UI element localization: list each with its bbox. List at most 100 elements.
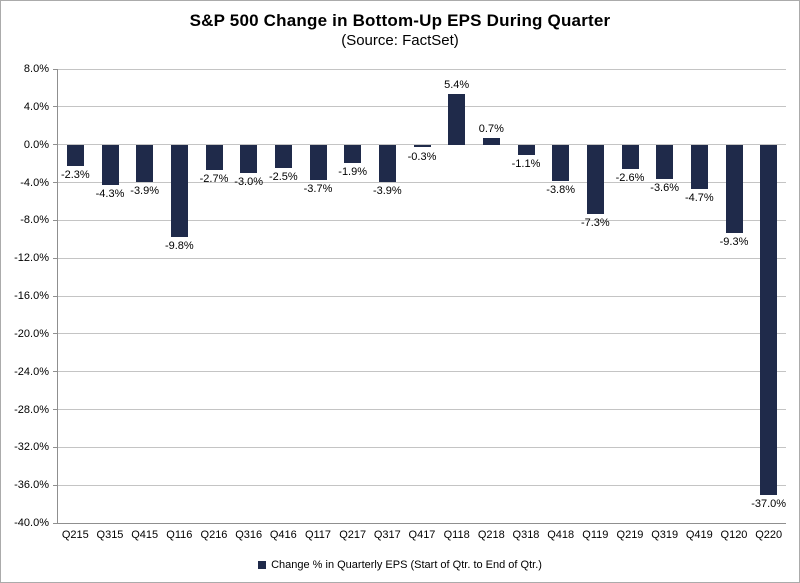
x-tick-label: Q316 (235, 529, 263, 541)
gridline (58, 182, 786, 183)
x-tick-label: Q118 (443, 529, 470, 541)
y-tick-label: -28.0% (14, 403, 49, 416)
bar-Q319 (656, 144, 674, 179)
bar-Q220 (760, 144, 778, 495)
bar-value-label: -37.0% (751, 497, 787, 510)
gridline (58, 106, 786, 108)
y-tick-mark (53, 257, 58, 259)
bar-value-label: -3.0% (234, 176, 264, 189)
y-tick-label: 0.0% (23, 138, 49, 151)
gridline (58, 484, 786, 486)
bar-Q218 (482, 138, 500, 145)
y-tick-mark (53, 522, 58, 524)
plot-area: 8.0% 4.0% 0.0% -4.0% -8.0% -12.0% -16.0% -20.0%… (14, 63, 786, 541)
x-tick-label: Q416 (269, 529, 297, 541)
y-tick-mark (53, 371, 58, 373)
y-tick-mark (53, 333, 58, 335)
bar-value-label: -2.5% (268, 171, 298, 184)
bar-Q219 (621, 144, 639, 170)
y-tick-label: -32.0% (14, 441, 49, 454)
bar-value-label: 0.7% (478, 123, 504, 136)
bar-value-label: -2.3% (60, 169, 90, 182)
x-tick-label: Q417 (408, 529, 436, 541)
gridline (58, 257, 786, 259)
bar-value-label: 5.4% (444, 78, 470, 91)
gridline (58, 446, 786, 448)
x-tick-label: Q117 (304, 529, 332, 541)
bar-Q318 (517, 144, 535, 156)
y-tick-label: -24.0% (14, 365, 49, 378)
x-tick-label: Q215 (61, 529, 89, 541)
gridline (58, 295, 786, 297)
bar-value-label: -0.3% (407, 150, 437, 163)
bar-value-label: -3.7% (303, 182, 333, 195)
legend-label: Change % in Quarterly EPS (Start of Qtr.… (271, 559, 542, 571)
bar-Q315 (101, 144, 119, 186)
bar-Q418 (552, 144, 570, 181)
bar-Q415 (136, 144, 154, 182)
gridline (58, 371, 786, 373)
y-tick-label: 8.0% (23, 63, 49, 75)
bar-Q417 (413, 144, 431, 148)
legend-swatch-icon (258, 561, 267, 569)
legend: Change % in Quarterly EPS (Start of Qtr.… (1, 559, 799, 571)
bar-value-label: -9.3% (719, 235, 749, 248)
gridline (58, 333, 786, 335)
bar-Q416 (274, 144, 292, 169)
bar-value-label: -3.9% (372, 184, 402, 197)
y-tick-mark (53, 106, 58, 108)
bar-value-label: -7.3% (580, 216, 610, 229)
y-tick-label: -36.0% (14, 479, 49, 492)
bar-value-label: -1.9% (338, 165, 368, 178)
x-tick-label: Q216 (200, 529, 228, 541)
y-tick-mark (53, 68, 58, 70)
bar-value-label: -1.1% (511, 158, 541, 171)
y-tick-label: 4.0% (23, 100, 49, 113)
gridline (58, 68, 786, 70)
bar-Q217 (344, 144, 362, 163)
x-tick-label: Q119 (582, 529, 609, 541)
y-tick-mark (53, 484, 58, 486)
bar-Q317 (378, 144, 396, 182)
bar-value-label: -3.6% (650, 181, 680, 194)
x-tick-label: Q415 (131, 529, 159, 541)
chart-subtitle: (Source: FactSet) (341, 32, 459, 49)
x-tick-label: Q317 (373, 529, 401, 541)
y-tick-label: -8.0% (20, 214, 49, 227)
bar-Q419 (690, 144, 708, 190)
x-tick-label: Q418 (547, 529, 575, 541)
bar-Q119 (586, 144, 604, 214)
y-tick-mark (53, 144, 58, 146)
y-tick-label: -16.0% (14, 290, 49, 302)
bar-Q116 (170, 144, 188, 238)
bar-Q216 (205, 144, 223, 171)
y-tick-mark (53, 182, 58, 183)
bar-value-label: -3.8% (546, 183, 576, 196)
x-tick-label: Q318 (512, 529, 540, 541)
bar-Q117 (309, 144, 327, 180)
bar-value-label: -2.7% (199, 173, 229, 186)
gridline (58, 219, 786, 221)
bar-Q118 (448, 93, 466, 145)
x-tick-label: Q217 (339, 529, 367, 541)
y-tick-mark (53, 409, 58, 410)
x-axis-line (58, 522, 786, 524)
x-tick-label: Q218 (477, 529, 505, 541)
y-tick-label: -40.0% (14, 517, 49, 529)
bar-value-label: -4.7% (684, 192, 714, 205)
bar-value-label: -3.9% (130, 184, 160, 197)
bar-value-label: -4.3% (95, 188, 125, 201)
x-tick-label: Q219 (616, 529, 644, 541)
bar-value-label: -9.8% (164, 240, 194, 253)
x-tick-label: Q120 (720, 529, 748, 541)
y-tick-mark (53, 446, 58, 448)
x-tick-label: Q220 (755, 529, 783, 541)
gridline (58, 409, 786, 410)
bar-Q120 (725, 144, 743, 233)
y-tick-mark (53, 295, 58, 297)
y-tick-label: -12.0% (14, 252, 49, 265)
x-tick-label: Q419 (685, 529, 713, 541)
bar-Q215 (66, 144, 84, 167)
x-tick-label: Q116 (166, 529, 193, 541)
